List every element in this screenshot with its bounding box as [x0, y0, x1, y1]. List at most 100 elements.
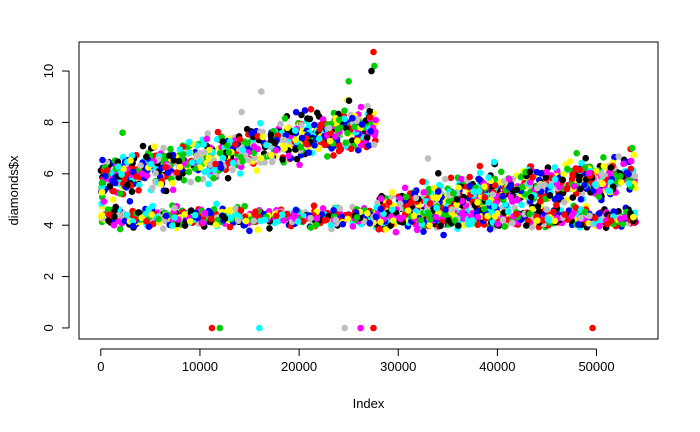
data-point — [518, 201, 525, 209]
data-point — [226, 223, 234, 231]
data-point — [630, 151, 638, 159]
x-tick-label: 20000 — [281, 359, 317, 374]
data-point — [332, 216, 340, 224]
data-point — [572, 204, 580, 211]
data-point — [341, 115, 348, 123]
data-point — [225, 149, 233, 156]
data-point — [357, 324, 364, 332]
data-point — [625, 170, 632, 178]
data-point — [543, 168, 550, 176]
data-point — [370, 324, 377, 332]
data-point — [335, 116, 343, 124]
data-point — [388, 188, 396, 196]
data-point — [99, 156, 106, 164]
data-point — [630, 213, 637, 221]
data-point — [176, 146, 184, 153]
data-point — [259, 128, 266, 136]
data-point — [542, 174, 550, 181]
data-point — [217, 164, 225, 172]
data-point — [257, 217, 264, 225]
data-point — [577, 196, 585, 203]
data-point — [110, 187, 117, 195]
data-point — [280, 136, 288, 144]
data-point — [543, 206, 550, 213]
data-point — [585, 169, 593, 177]
data-point — [330, 152, 337, 159]
data-point — [111, 213, 118, 220]
data-point — [392, 228, 400, 236]
data-point — [372, 116, 380, 124]
data-point — [610, 208, 617, 215]
data-point — [187, 207, 195, 214]
data-point — [534, 184, 541, 192]
data-point — [317, 123, 324, 130]
data-point — [466, 173, 474, 181]
data-point — [435, 170, 442, 177]
data-point — [201, 209, 209, 217]
data-point — [138, 214, 146, 222]
data-point — [370, 48, 377, 56]
data-point — [205, 154, 213, 162]
data-point — [281, 145, 288, 152]
data-point — [212, 160, 219, 168]
data-point — [337, 146, 345, 153]
data-point — [201, 149, 208, 156]
data-point — [486, 226, 494, 233]
data-point — [466, 182, 474, 190]
data-point — [507, 181, 515, 189]
data-point — [628, 144, 636, 152]
data-point — [292, 146, 299, 153]
data-point — [246, 227, 253, 235]
data-point — [619, 220, 626, 228]
data-point — [155, 215, 162, 223]
data-point — [319, 205, 327, 212]
data-point — [106, 183, 114, 190]
x-axis: 0 10000 20000 30000 40000 50000 — [97, 348, 615, 374]
data-point — [526, 210, 533, 218]
data-point — [560, 199, 568, 206]
data-point — [327, 221, 335, 229]
data-point — [109, 177, 116, 185]
data-point — [390, 217, 397, 224]
data-point — [551, 164, 558, 171]
points-layer — [97, 48, 640, 332]
data-point — [257, 119, 264, 127]
data-point — [523, 222, 530, 229]
data-point — [301, 107, 309, 114]
data-point — [575, 176, 583, 184]
data-point — [179, 151, 187, 158]
data-point — [100, 198, 108, 205]
data-point — [529, 174, 536, 181]
data-point — [501, 223, 509, 230]
data-point — [527, 178, 534, 186]
data-point — [268, 151, 275, 159]
data-point — [494, 220, 502, 228]
data-point — [119, 129, 126, 136]
data-point — [135, 209, 142, 216]
data-point — [157, 181, 165, 188]
data-point — [256, 324, 263, 332]
data-point — [591, 181, 599, 188]
data-point — [292, 136, 299, 143]
data-point — [458, 175, 465, 183]
data-point — [208, 215, 215, 223]
data-point — [377, 205, 385, 213]
data-point — [489, 191, 497, 198]
data-point — [349, 114, 356, 122]
data-point — [547, 182, 555, 190]
data-point — [534, 217, 541, 224]
data-point — [469, 217, 476, 224]
data-point — [163, 187, 170, 195]
data-point — [535, 208, 543, 215]
data-point — [285, 152, 293, 159]
data-point — [145, 223, 153, 230]
data-point — [499, 216, 507, 224]
data-point — [129, 222, 137, 230]
data-point — [206, 161, 214, 168]
data-point — [331, 133, 339, 140]
data-point — [441, 175, 449, 183]
data-point — [513, 210, 520, 218]
data-point — [169, 186, 177, 194]
data-point — [175, 174, 183, 181]
data-point — [162, 164, 169, 171]
